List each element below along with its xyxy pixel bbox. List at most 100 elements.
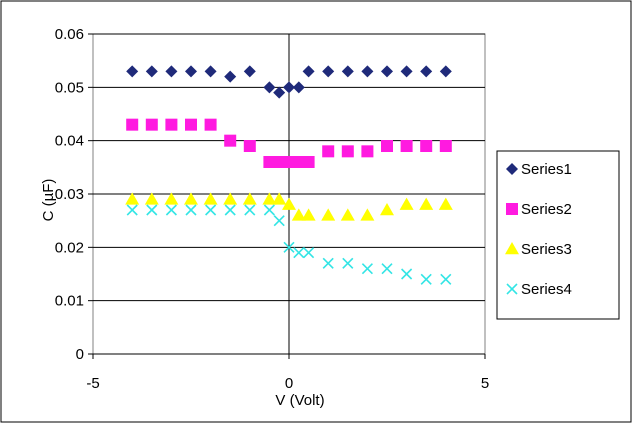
x-tick-label: 0 bbox=[285, 375, 293, 392]
legend-marker bbox=[505, 242, 519, 255]
x-axis-label: V (Volt) bbox=[275, 392, 324, 409]
data-point bbox=[283, 241, 295, 253]
data-point bbox=[381, 263, 393, 275]
legend-label: Series4 bbox=[521, 281, 572, 298]
data-point bbox=[126, 65, 139, 78]
data-point bbox=[243, 140, 256, 152]
data-point bbox=[341, 65, 354, 78]
legend-marker bbox=[506, 283, 518, 295]
legend-marker bbox=[506, 163, 518, 175]
data-point bbox=[322, 65, 335, 78]
y-tick-label: 0.06 bbox=[55, 26, 84, 43]
data-point bbox=[125, 192, 140, 205]
data-point bbox=[322, 257, 334, 269]
legend-marker bbox=[506, 203, 518, 215]
data-point bbox=[439, 140, 452, 152]
data-point bbox=[438, 197, 453, 210]
legend-label: Series2 bbox=[521, 201, 572, 218]
x-tick-label: 5 bbox=[481, 375, 489, 392]
data-point bbox=[263, 204, 275, 216]
y-tick-label: 0.01 bbox=[55, 293, 84, 310]
data-point bbox=[303, 247, 315, 259]
legend-box bbox=[496, 150, 620, 320]
series-1 bbox=[126, 65, 452, 99]
data-point bbox=[302, 156, 315, 168]
data-point bbox=[283, 81, 295, 94]
data-point bbox=[242, 192, 257, 205]
data-point bbox=[273, 215, 285, 227]
data-point bbox=[420, 273, 432, 285]
data-point bbox=[272, 192, 287, 205]
data-point bbox=[165, 65, 178, 78]
data-point bbox=[185, 204, 197, 216]
legend-label: Series1 bbox=[521, 161, 572, 178]
data-point bbox=[146, 204, 158, 216]
data-point bbox=[165, 204, 177, 216]
data-point bbox=[185, 65, 197, 78]
series-2 bbox=[126, 118, 452, 168]
data-point bbox=[291, 208, 306, 221]
data-point bbox=[361, 65, 374, 78]
data-point bbox=[164, 192, 179, 205]
y-tick-label: 0 bbox=[76, 346, 84, 363]
data-point bbox=[184, 192, 198, 205]
data-point bbox=[420, 65, 433, 78]
data-point bbox=[302, 65, 315, 78]
legend-entry: Series1 bbox=[506, 161, 572, 178]
data-point bbox=[439, 65, 452, 78]
data-point bbox=[243, 65, 256, 78]
data-point bbox=[293, 247, 305, 259]
data-point bbox=[282, 197, 296, 210]
data-point bbox=[381, 140, 393, 152]
data-point bbox=[224, 70, 237, 83]
data-point bbox=[204, 118, 217, 131]
data-point bbox=[273, 86, 286, 99]
y-tick-label: 0.05 bbox=[55, 79, 84, 96]
data-point bbox=[204, 65, 217, 78]
data-point bbox=[244, 204, 256, 216]
data-point bbox=[224, 204, 236, 216]
data-point bbox=[205, 204, 217, 216]
data-point bbox=[440, 273, 452, 285]
y-tick-label: 0.03 bbox=[55, 186, 84, 203]
data-point bbox=[420, 140, 433, 152]
data-point bbox=[185, 118, 197, 131]
legend-entry: Series4 bbox=[506, 281, 572, 298]
data-point bbox=[400, 140, 413, 152]
y-tick-label: 0.04 bbox=[55, 133, 84, 150]
data-point bbox=[340, 208, 355, 221]
data-marks bbox=[125, 65, 453, 285]
data-point bbox=[224, 134, 237, 147]
data-point bbox=[380, 203, 394, 216]
data-point bbox=[203, 192, 218, 205]
data-point bbox=[301, 208, 316, 221]
data-point bbox=[263, 81, 276, 94]
data-point bbox=[361, 145, 374, 158]
tick-labels: 00.010.020.030.040.050.06-5 0 5 bbox=[55, 26, 489, 392]
data-point bbox=[144, 192, 159, 205]
data-point bbox=[400, 65, 413, 78]
data-point bbox=[401, 268, 413, 280]
legend-label: Series3 bbox=[521, 241, 572, 258]
data-point bbox=[262, 192, 277, 205]
data-point bbox=[165, 118, 178, 131]
data-point bbox=[145, 118, 158, 131]
data-point bbox=[126, 204, 138, 216]
data-point bbox=[341, 145, 354, 158]
data-point bbox=[292, 81, 305, 94]
x-tick-label: -5 bbox=[86, 375, 99, 392]
legend-entry: Series3 bbox=[505, 241, 572, 258]
data-point bbox=[419, 197, 434, 210]
data-point bbox=[321, 208, 336, 221]
data-point bbox=[223, 192, 238, 205]
y-axis-label: C (µF) bbox=[40, 179, 57, 222]
data-point bbox=[263, 156, 276, 168]
data-point bbox=[399, 197, 414, 210]
data-point bbox=[361, 263, 373, 275]
data-point bbox=[292, 156, 305, 168]
data-point bbox=[342, 257, 354, 269]
data-point bbox=[145, 65, 158, 78]
y-tick-label: 0.02 bbox=[55, 239, 84, 256]
